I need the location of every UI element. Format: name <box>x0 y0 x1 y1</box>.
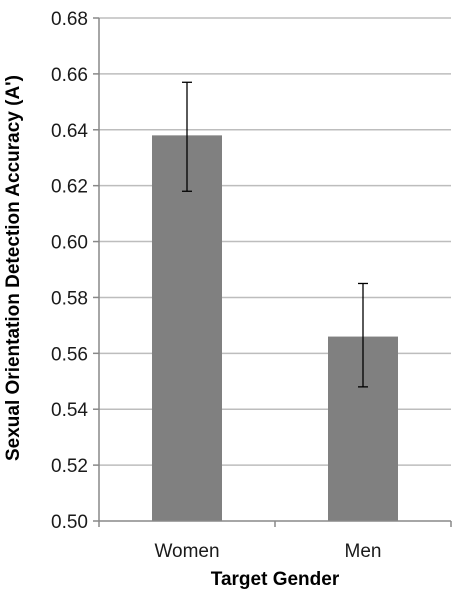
y-tick-label: 0.64 <box>51 121 88 142</box>
error-bars <box>182 81 368 388</box>
y-tick-label: 0.50 <box>51 512 88 533</box>
x-tick-labels: Women Men <box>154 541 381 562</box>
x-axis-title: Target Gender <box>211 569 340 590</box>
x-tick-label: Men <box>345 541 382 562</box>
y-tick-label: 0.54 <box>51 400 88 421</box>
y-axis-title: Sexual Orientation Detection Accuracy (A… <box>3 75 24 461</box>
y-tick-label: 0.56 <box>51 344 88 365</box>
y-tick-label: 0.62 <box>51 177 88 198</box>
bars <box>152 135 398 521</box>
y-tick-label: 0.60 <box>51 233 88 254</box>
error-bar-women <box>182 81 192 192</box>
y-tick-label: 0.68 <box>51 9 88 30</box>
x-tick-label: Women <box>154 541 219 562</box>
y-tick-labels: 0.50 0.52 0.54 0.56 0.58 0.60 0.62 0.64 0.66 0.68 <box>51 9 88 533</box>
y-tick-label: 0.52 <box>51 456 88 477</box>
y-tick-label: 0.66 <box>51 65 88 86</box>
axes <box>98 18 452 527</box>
y-tick-label: 0.58 <box>51 288 88 309</box>
bar-women <box>152 135 222 521</box>
error-bar-men <box>358 282 368 388</box>
